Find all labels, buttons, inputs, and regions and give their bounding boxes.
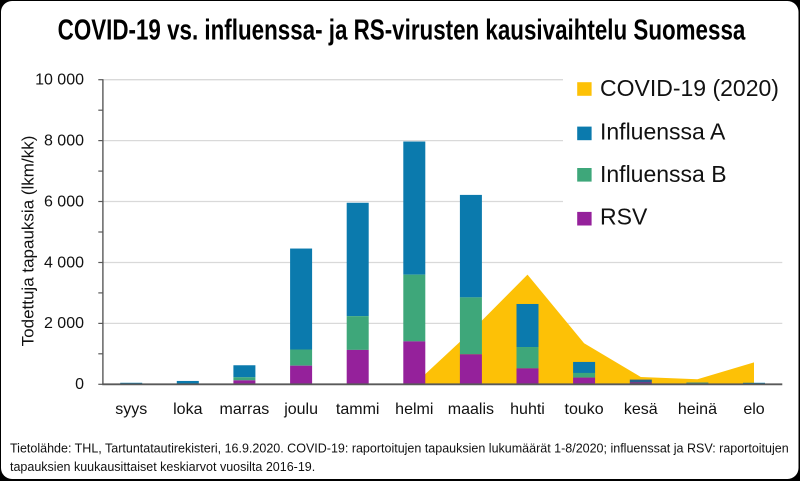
svg-text:touko: touko xyxy=(565,401,604,418)
svg-text:6 000: 6 000 xyxy=(44,193,84,210)
svg-text:Tietolähde: THL, Tartuntatauti: Tietolähde: THL, Tartuntatautirekisteri,… xyxy=(10,440,789,455)
svg-text:RSV: RSV xyxy=(600,204,648,230)
svg-text:0: 0 xyxy=(75,376,84,393)
svg-text:kesä: kesä xyxy=(624,401,658,418)
svg-text:huhti: huhti xyxy=(510,401,545,418)
svg-text:4 000: 4 000 xyxy=(44,254,84,271)
svg-text:COVID-19 (2020): COVID-19 (2020) xyxy=(600,75,779,101)
svg-text:COVID-19 vs. influenssa- ja RS: COVID-19 vs. influenssa- ja RS-virusten … xyxy=(58,15,746,46)
svg-text:Todettuja tapauksia (lkm/kk): Todettuja tapauksia (lkm/kk) xyxy=(19,136,38,347)
svg-text:maalis: maalis xyxy=(448,401,494,418)
svg-text:syys: syys xyxy=(115,401,147,418)
svg-text:Influenssa A: Influenssa A xyxy=(600,119,726,145)
svg-text:elo: elo xyxy=(743,401,764,418)
svg-text:loka: loka xyxy=(173,401,202,418)
svg-text:8 000: 8 000 xyxy=(44,132,84,149)
svg-text:helmi: helmi xyxy=(395,401,433,418)
svg-text:10 000: 10 000 xyxy=(35,72,84,89)
svg-text:heinä: heinä xyxy=(678,401,717,418)
svg-text:tammi: tammi xyxy=(336,401,380,418)
svg-text:joulu: joulu xyxy=(283,401,318,418)
svg-text:marras: marras xyxy=(220,401,270,418)
svg-text:2 000: 2 000 xyxy=(44,315,84,332)
svg-text:Influenssa B: Influenssa B xyxy=(600,161,727,187)
svg-text:tapauksien kuukausittaiset kes: tapauksien kuukausittaiset keskiarvot vu… xyxy=(10,459,315,474)
